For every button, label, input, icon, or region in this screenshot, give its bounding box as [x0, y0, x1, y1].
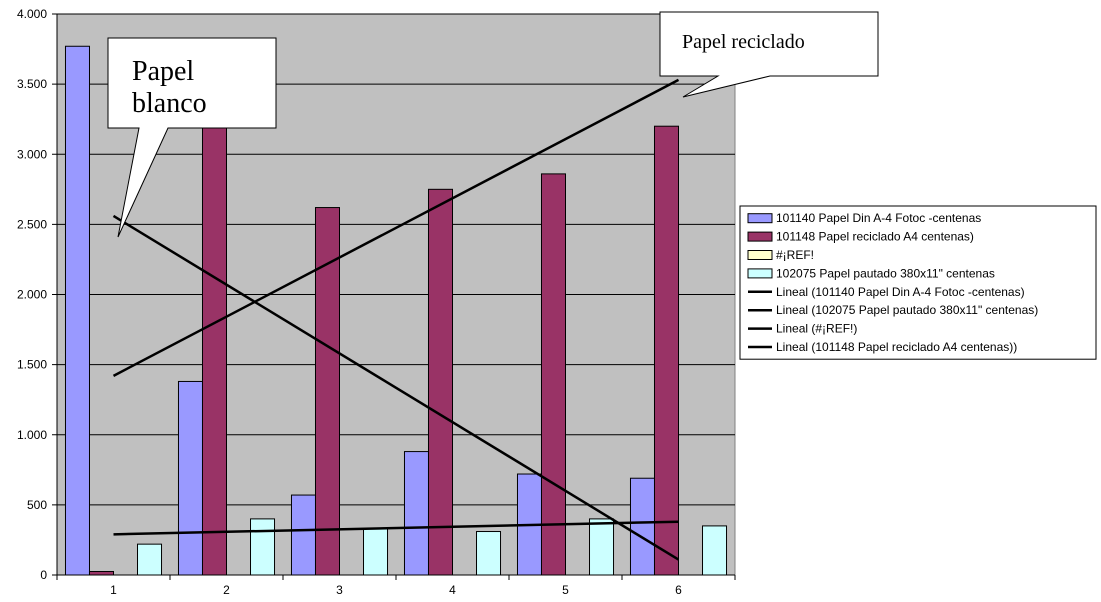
y-tick-label: 4.000 — [17, 7, 47, 21]
y-tick-label: 2.000 — [17, 288, 47, 302]
bar-1-3 — [427, 188, 453, 576]
callout-papel-blanco: Papel blanco — [107, 37, 277, 238]
bar-0-5 — [629, 477, 655, 576]
legend-box — [739, 205, 1097, 360]
y-tick-label: 3.500 — [17, 77, 47, 91]
legend-swatch-2 — [747, 250, 773, 260]
y-tick-label: 2.500 — [17, 217, 47, 231]
x-tick-label: 4 — [449, 583, 456, 597]
y-tick-label: 3.000 — [17, 147, 47, 161]
bar-0-1 — [177, 380, 203, 576]
legend-label-6: Lineal (#¡REF!) — [776, 322, 857, 336]
bar-3-1 — [250, 518, 276, 576]
bar-0-3 — [403, 451, 429, 576]
legend: 101140 Papel Din A-4 Fotoc -centenas 1011… — [739, 205, 1097, 360]
legend-swatch-3 — [747, 268, 773, 279]
bar-0-0 — [64, 45, 90, 576]
x-axis-ticks: 1 2 3 4 5 6 — [56, 575, 736, 597]
callout-papel-blanco-shape — [107, 37, 277, 238]
callout-papel-blanco-line-2: blanco — [132, 88, 207, 119]
x-tick-label: 3 — [336, 583, 343, 597]
bar-3-3 — [476, 531, 502, 576]
legend-label-4: Lineal (101140 Papel Din A-4 Fotoc -cent… — [776, 285, 1025, 299]
x-tick-label: 1 — [110, 583, 117, 597]
legend-label-3: 102075 Papel pautado 380x11" centenas — [776, 266, 995, 280]
legend-swatch-1 — [747, 231, 773, 242]
x-tick-label: 6 — [675, 583, 682, 597]
bar-3-0 — [137, 543, 163, 576]
bar-0-2 — [290, 494, 316, 576]
bar-1-1 — [201, 125, 228, 576]
bar-1-5 — [653, 125, 679, 576]
callout-papel-reciclado-label: Papel reciclado — [682, 31, 805, 53]
legend-swatch-0 — [747, 213, 773, 224]
callout-papel-reciclado-shape — [659, 11, 879, 98]
y-axis-ticks: 0 500 1.000 1.500 2.000 2.500 3.000 3.500 4.000 — [17, 7, 57, 582]
gridlines — [57, 13, 735, 506]
callout-papel-blanco-line-1: Papel — [132, 56, 194, 87]
x-tick-label: 5 — [562, 583, 569, 597]
trendline-3 — [112, 78, 680, 377]
bar-marks — [64, 45, 728, 576]
y-tick-label: 1.500 — [17, 358, 47, 372]
legend-label-7: Lineal (101148 Papel reciclado A4 centen… — [776, 340, 1017, 354]
bar-3-4 — [589, 518, 615, 576]
y-tick-label: 500 — [27, 498, 47, 512]
bar-1-0 — [88, 570, 115, 576]
trendline-1 — [113, 520, 679, 536]
y-tick-label: 1.000 — [17, 428, 47, 442]
legend-label-0: 101140 Papel Din A-4 Fotoc -centenas — [776, 211, 981, 225]
callout-papel-reciclado: Papel reciclado — [659, 11, 879, 98]
bar-3-5 — [702, 525, 728, 576]
legend-label-5: Lineal (102075 Papel pautado 380x11" cen… — [776, 303, 1038, 317]
bar-1-4 — [540, 173, 566, 576]
bar-3-2 — [363, 528, 389, 576]
legend-label-2: #¡REF! — [776, 248, 814, 262]
y-tick-label: 0 — [40, 568, 47, 582]
trendlines — [112, 78, 680, 561]
trendline-0 — [112, 214, 680, 561]
x-tick-label: 2 — [223, 583, 230, 597]
legend-label-1: 101148 Papel reciclado A4 centenas) — [776, 230, 974, 244]
